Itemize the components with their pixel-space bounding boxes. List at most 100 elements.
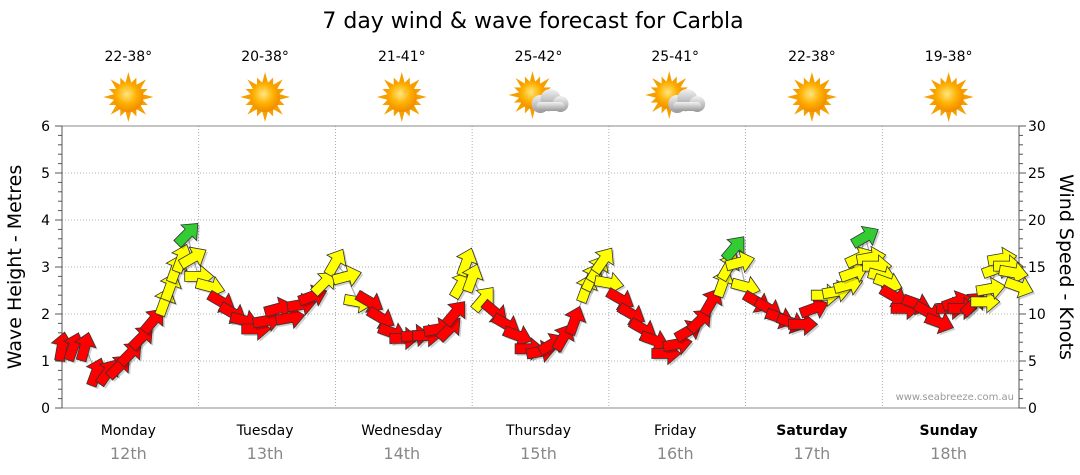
sun-disc: [933, 82, 964, 112]
sun-ray: [398, 110, 405, 122]
wind-arrow: [461, 263, 484, 294]
wind-arrow: [685, 309, 712, 335]
right-tick-label: 15: [1028, 260, 1046, 276]
day-label: Sunday: [920, 423, 978, 439]
day-label: Thursday: [505, 423, 571, 439]
sun-disc: [250, 82, 281, 112]
temperature-range: 25-42°: [515, 49, 563, 65]
sun-ray: [808, 110, 815, 122]
sun-ray: [945, 72, 952, 84]
sun-ray: [240, 93, 252, 101]
sun-ray: [666, 107, 673, 119]
date-label: 13th: [247, 444, 284, 463]
sun-ray: [808, 72, 815, 84]
cloud-icon: [668, 89, 706, 113]
right-tick-label: 30: [1028, 119, 1046, 135]
wind-arrow: [73, 331, 97, 363]
sun-ray: [529, 107, 536, 119]
sun-disc: [386, 82, 417, 112]
chart-title: 7 day wind & wave forecast for Carbla: [322, 9, 743, 34]
date-label: 18th: [930, 444, 967, 463]
left-tick-label: 5: [41, 166, 50, 182]
wind-arrow: [970, 289, 1001, 314]
sun-ray: [508, 92, 520, 98]
sun-ray: [142, 93, 154, 101]
temperature-range: 19-38°: [925, 49, 973, 65]
sunny-icon: [240, 72, 291, 122]
sunny-icon: [786, 72, 837, 122]
day-label: Tuesday: [236, 423, 294, 439]
wind-arrow: [470, 287, 494, 314]
wind-arrow: [593, 271, 625, 295]
temperature-range: 22-38°: [105, 49, 153, 65]
sunny-icon: [923, 72, 974, 122]
wind-arrows: [50, 223, 1036, 390]
cloud-base: [673, 102, 702, 111]
date-label: 16th: [657, 444, 694, 463]
wind-arrow: [331, 264, 362, 288]
wind-arrow: [173, 223, 199, 249]
sun-ray: [666, 71, 673, 83]
day-labels: Monday 12th Tuesday 13th Wednesday 14th Thursd…: [101, 423, 978, 463]
right-tick-label: 5: [1028, 354, 1037, 370]
right-tick-label: 25: [1028, 166, 1046, 182]
sun-ray: [125, 72, 132, 84]
sun-ray: [376, 93, 389, 101]
sun-ray: [398, 72, 405, 84]
wind-arrow: [850, 225, 879, 249]
sun-disc: [796, 82, 827, 112]
left-axis-label: Wave Height - Metres: [4, 165, 26, 369]
credit-text: www.seabreeze.com.au: [896, 392, 1014, 403]
left-axis: 0 1 2 3 4 5 6: [41, 119, 63, 417]
sun-ray: [945, 110, 952, 122]
temperature-range: 22-38°: [788, 49, 836, 65]
cloud-base: [536, 102, 565, 111]
sun-ray: [923, 93, 935, 101]
wind-arrow: [564, 305, 587, 336]
cloud-icon: [531, 89, 569, 113]
partly-cloudy-icon: [645, 71, 706, 119]
sun-ray: [125, 110, 132, 122]
right-tick-label: 10: [1028, 307, 1046, 323]
left-tick-label: 2: [41, 307, 50, 323]
right-tick-label: 20: [1028, 213, 1046, 229]
sun-disc: [113, 82, 144, 112]
sun-ray: [645, 92, 657, 98]
wind-arrow: [724, 250, 755, 274]
day-label: Saturday: [776, 423, 847, 439]
left-tick-label: 3: [41, 260, 50, 276]
sunny-icon: [376, 72, 427, 122]
day-label: Friday: [654, 423, 696, 439]
partly-cloudy-icon: [508, 71, 569, 119]
date-label: 17th: [794, 444, 831, 463]
date-label: 15th: [520, 444, 557, 463]
wind-arrow: [1003, 276, 1034, 299]
right-axis-label: Wind Speed - Knots: [1055, 174, 1077, 360]
left-tick-label: 6: [41, 119, 50, 135]
right-axis: 0 5 10 15 20 25 30: [1018, 119, 1046, 417]
wind-arrow: [139, 308, 164, 336]
sun-ray: [262, 110, 269, 122]
date-label: 12th: [110, 444, 147, 463]
sun-ray: [103, 93, 115, 101]
sun-ray: [529, 71, 536, 83]
sun-ray: [278, 93, 291, 101]
temperature-range: 20-38°: [241, 49, 289, 65]
wind-arrow: [177, 246, 207, 270]
left-tick-label: 4: [41, 213, 50, 229]
right-tick-label: 0: [1028, 401, 1037, 417]
day-label: Wednesday: [361, 423, 442, 439]
temperature-range: 25-41°: [651, 49, 699, 65]
left-tick-label: 1: [41, 354, 50, 370]
temperature-range: 21-41°: [378, 49, 426, 65]
left-tick-label: 0: [41, 401, 50, 417]
sun-ray: [786, 93, 799, 101]
wind-arrow: [590, 247, 614, 276]
date-label: 14th: [383, 444, 420, 463]
sun-ray: [825, 93, 837, 101]
wind-arrow: [975, 276, 1006, 301]
sun-ray: [415, 93, 427, 101]
sunny-icon: [103, 72, 154, 122]
wind-arrow: [998, 261, 1029, 285]
